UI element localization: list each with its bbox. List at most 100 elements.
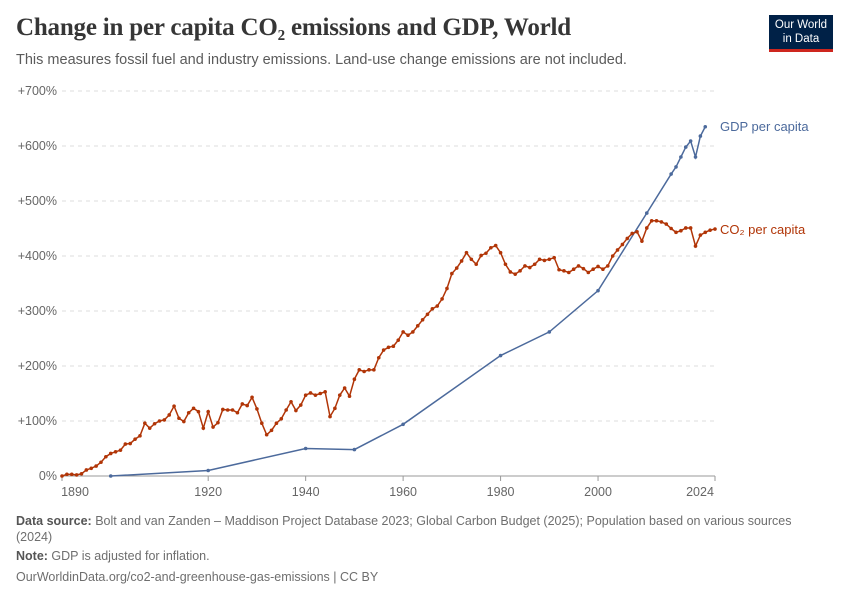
co2-data-point [230, 408, 235, 412]
co2-data-point [172, 404, 176, 408]
co2-data-point [571, 267, 576, 272]
co2-data-point [337, 393, 342, 397]
co2-data-point [240, 402, 245, 406]
co2-data-point [498, 250, 503, 255]
x-tick-label: 1940 [292, 485, 320, 499]
co2-data-point [459, 259, 464, 263]
source-label: Data source: [16, 514, 92, 528]
co2-data-point [411, 330, 415, 334]
co2-data-point [532, 262, 537, 267]
co2-data-point [89, 466, 94, 471]
co2-data-point [479, 253, 483, 258]
x-tick-label: 1920 [194, 485, 222, 499]
co2-data-point [186, 410, 191, 415]
co2-data-point [683, 226, 688, 230]
gdp-data-point [674, 165, 678, 169]
co2-data-point [406, 333, 410, 338]
chart-subtitle: This measures fossil fuel and industry e… [16, 52, 627, 68]
note-label: Note: [16, 549, 48, 563]
co2-data-point [586, 270, 591, 275]
co2-data-point [625, 236, 630, 241]
owid-logo[interactable]: Our World in Data [769, 15, 833, 52]
co2-data-point [523, 264, 527, 268]
gdp-data-point [693, 155, 698, 159]
co2-series-label: CO₂ per capita [720, 222, 806, 237]
co2-data-point [94, 464, 98, 468]
co2-data-point [352, 377, 357, 382]
co2-data-point [391, 344, 396, 349]
co2-data-point [182, 419, 186, 424]
co2-data-point [279, 417, 284, 421]
co2-data-point [576, 264, 581, 268]
x-tick-label: 1890 [61, 485, 89, 499]
logo-line-2: in Data [782, 33, 820, 45]
co2-data-point [528, 265, 532, 270]
co2-data-point [674, 230, 678, 235]
co2-data-point [162, 418, 167, 422]
gdp-data-point [108, 474, 113, 478]
co2-data-point [206, 409, 210, 414]
co2-data-point [298, 403, 303, 407]
co2-data-point [542, 258, 547, 263]
co2-data-point [60, 474, 64, 478]
co2-data-point [211, 425, 215, 429]
co2-data-point [454, 266, 459, 270]
y-tick-label: +700% [18, 84, 57, 98]
data-source: Data source: Bolt and van Zanden – Maddi… [16, 513, 816, 545]
co2-data-point [216, 420, 220, 425]
co2-data-point [147, 426, 152, 430]
co2-data-point [654, 219, 659, 223]
co2-data-point [450, 271, 454, 276]
co2-data-point [469, 257, 474, 262]
gdp-data-point [644, 211, 649, 215]
co2-data-point [289, 399, 293, 404]
source-url-link[interactable]: OurWorldinData.org/co2-and-greenhouse-ga… [16, 570, 379, 584]
co2-data-point [357, 368, 362, 372]
co2-data-point [362, 369, 366, 374]
co2-data-point [294, 408, 298, 413]
co2-data-point [464, 250, 469, 255]
co2-data-point [698, 233, 703, 237]
co2-data-point [157, 419, 162, 423]
gdp-data-point [596, 288, 600, 293]
co2-data-point [435, 304, 440, 308]
note-text: GDP is adjusted for inflation. [47, 549, 210, 563]
co2-data-point [128, 441, 133, 446]
co2-data-point [79, 472, 84, 476]
co2-data-point [152, 421, 157, 426]
co2-data-point [133, 437, 137, 441]
gdp-series-line [110, 126, 706, 477]
gdp-data-point [698, 134, 703, 138]
co2-data-point [518, 269, 522, 273]
gdp-data-point [703, 124, 708, 129]
co2-data-point [401, 330, 405, 334]
co2-data-point [201, 426, 206, 430]
co2-data-point [328, 414, 332, 419]
co2-data-point [537, 257, 542, 262]
co2-data-point [688, 226, 693, 230]
gdp-data-point [547, 330, 552, 334]
co2-data-point [644, 226, 649, 230]
co2-data-point [255, 407, 259, 411]
co2-data-point [347, 394, 352, 399]
co2-data-point [225, 408, 230, 412]
co2-data-point [557, 267, 561, 272]
co2-data-point [664, 222, 669, 226]
co2-data-point [65, 472, 69, 477]
co2-data-point [84, 468, 89, 472]
co2-data-point [191, 406, 196, 411]
co2-data-point [167, 413, 172, 417]
co2-data-point [635, 230, 639, 234]
co2-data-point [245, 403, 249, 408]
chart-title: Change in per capita CO₂ emissions and G… [16, 14, 571, 41]
co2-data-point [615, 248, 620, 252]
co2-data-point [259, 421, 264, 426]
co2-data-point [591, 267, 595, 272]
co2-data-point [104, 454, 108, 459]
co2-data-point [333, 406, 337, 411]
y-tick-label: 0% [39, 469, 57, 483]
co2-data-point [430, 307, 435, 311]
co2-data-point [372, 368, 376, 372]
co2-data-point [177, 416, 181, 421]
